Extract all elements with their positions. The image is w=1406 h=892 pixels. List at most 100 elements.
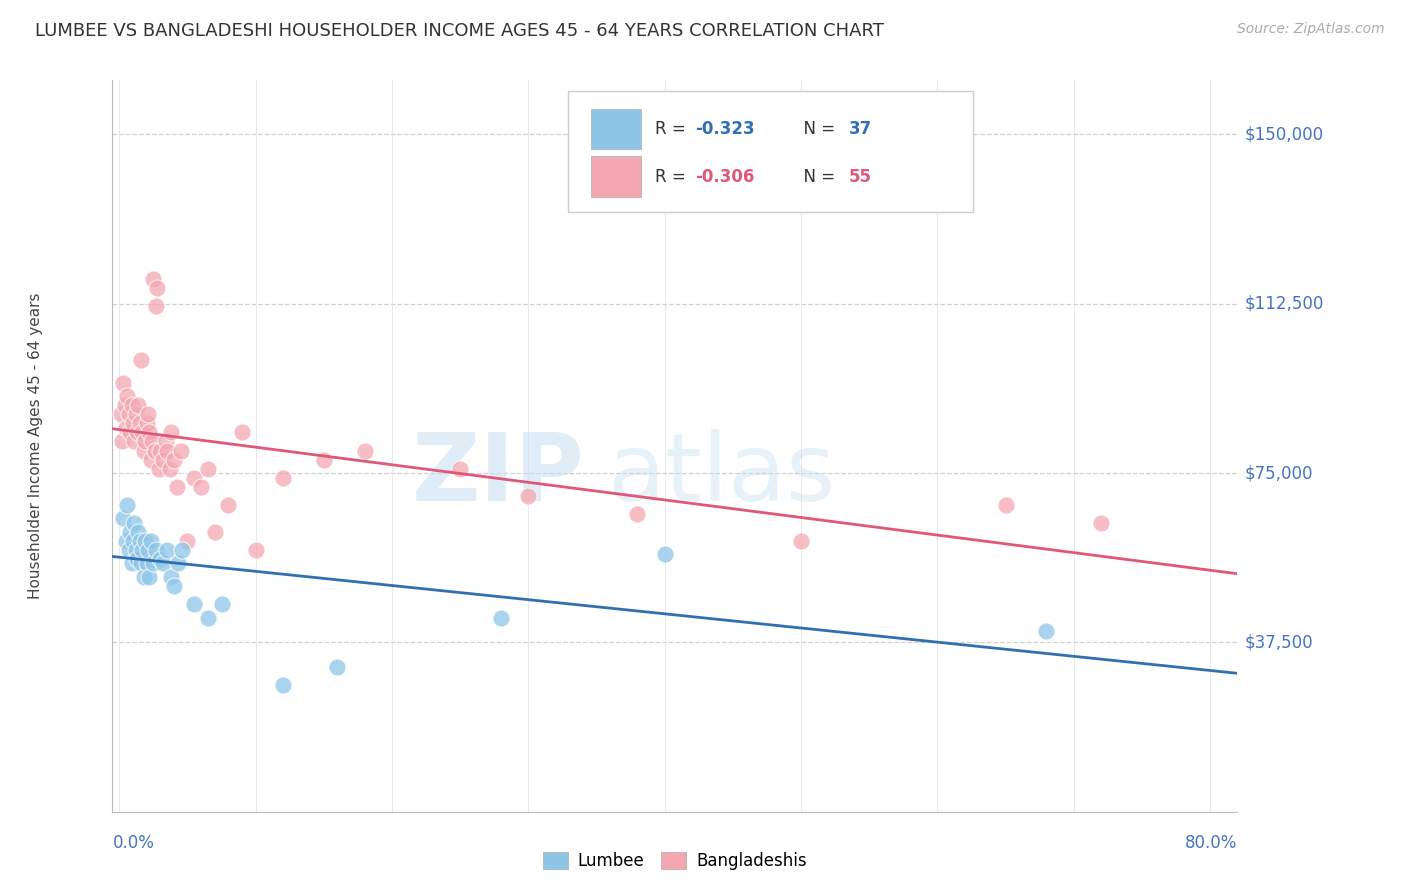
Point [156, 443, 179, 458]
Point [312, 452, 335, 467]
Point [117, 389, 139, 403]
Point [152, 452, 174, 467]
Text: $75,000: $75,000 [1244, 464, 1313, 482]
Point [197, 610, 219, 624]
Point [139, 452, 162, 467]
Point [190, 480, 212, 494]
Point [148, 461, 170, 475]
Point [145, 542, 167, 557]
Point [136, 542, 159, 557]
Point [125, 552, 148, 566]
Point [124, 516, 146, 530]
Point [231, 425, 253, 440]
Point [143, 443, 166, 458]
FancyBboxPatch shape [591, 109, 641, 149]
Point [167, 557, 190, 571]
Point [149, 552, 172, 566]
Point [183, 470, 205, 484]
Point [183, 597, 205, 611]
Point [217, 498, 239, 512]
Point [654, 547, 676, 561]
Point [129, 557, 152, 571]
Point [156, 542, 179, 557]
Point [112, 511, 135, 525]
Text: atlas: atlas [607, 429, 835, 521]
Text: N =: N = [793, 168, 841, 186]
Point [124, 408, 146, 422]
Point [517, 489, 540, 503]
Point [211, 597, 233, 611]
Point [110, 408, 132, 422]
Point [353, 443, 375, 458]
Text: $112,500: $112,500 [1244, 294, 1323, 313]
Point [149, 443, 172, 458]
Point [128, 533, 150, 548]
Point [204, 524, 226, 539]
Point [245, 542, 267, 557]
Text: Householder Income Ages 45 - 64 years: Householder Income Ages 45 - 64 years [28, 293, 42, 599]
Point [166, 480, 188, 494]
Point [115, 421, 138, 435]
Point [120, 524, 142, 539]
Point [121, 557, 143, 571]
Point [449, 461, 471, 475]
Point [145, 299, 167, 313]
Point [271, 470, 294, 484]
Point [142, 272, 165, 286]
Point [124, 434, 146, 449]
Point [160, 570, 183, 584]
Text: LUMBEE VS BANGLADESHI HOUSEHOLDER INCOME AGES 45 - 64 YEARS CORRELATION CHART: LUMBEE VS BANGLADESHI HOUSEHOLDER INCOME… [35, 22, 884, 40]
Point [114, 398, 136, 412]
Text: ZIP: ZIP [412, 429, 585, 521]
Text: -0.323: -0.323 [695, 120, 755, 138]
Text: 0.0%: 0.0% [112, 834, 155, 852]
Point [122, 533, 145, 548]
Point [117, 498, 139, 512]
Text: 55: 55 [849, 168, 872, 186]
Point [118, 408, 141, 422]
Point [136, 408, 159, 422]
Point [146, 281, 169, 295]
Point [1035, 624, 1057, 639]
Text: -0.306: -0.306 [695, 168, 755, 186]
Point [176, 533, 198, 548]
Point [142, 557, 165, 571]
Text: N =: N = [793, 120, 841, 138]
Point [170, 542, 193, 557]
Text: $150,000: $150,000 [1244, 126, 1323, 144]
Point [125, 425, 148, 440]
Text: 37: 37 [849, 120, 873, 138]
Point [138, 425, 160, 440]
Point [160, 425, 183, 440]
Point [159, 461, 181, 475]
Point [138, 570, 160, 584]
Point [120, 425, 142, 440]
Point [141, 434, 163, 449]
Text: R =: R = [655, 120, 690, 138]
Point [326, 660, 349, 674]
Point [124, 542, 146, 557]
Point [152, 557, 174, 571]
FancyBboxPatch shape [591, 156, 641, 196]
Point [128, 417, 150, 431]
Point [134, 434, 156, 449]
Point [132, 570, 155, 584]
Point [132, 443, 155, 458]
Point [163, 579, 186, 593]
Point [134, 533, 156, 548]
Point [163, 452, 186, 467]
Text: Source: ZipAtlas.com: Source: ZipAtlas.com [1237, 22, 1385, 37]
Point [131, 425, 153, 440]
Point [118, 542, 141, 557]
Point [131, 542, 153, 557]
Point [121, 398, 143, 412]
Point [271, 678, 294, 692]
Point [112, 376, 135, 390]
Text: 80.0%: 80.0% [1185, 834, 1237, 852]
Point [129, 353, 152, 368]
FancyBboxPatch shape [568, 91, 973, 212]
Point [115, 533, 138, 548]
Point [135, 557, 157, 571]
Point [127, 524, 149, 539]
Point [197, 461, 219, 475]
